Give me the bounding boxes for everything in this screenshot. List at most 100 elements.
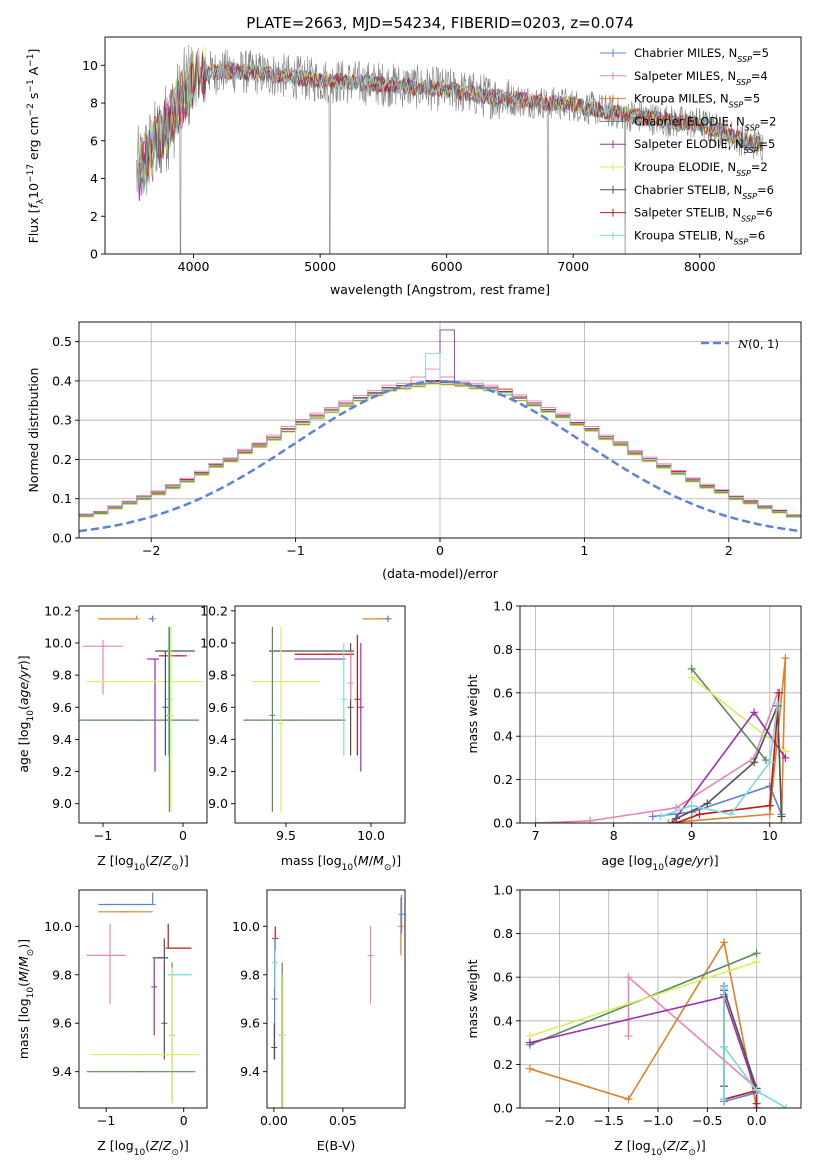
errorbar	[148, 615, 156, 623]
y-tick-label: 0.6	[493, 970, 513, 985]
series-point	[752, 957, 761, 966]
y-tick-label: 10.2	[200, 603, 228, 618]
x-tick-label: −1.5	[594, 1113, 624, 1128]
y-tick-label: 0.2	[52, 452, 72, 467]
chart-massweight-vs-Z: −2.0 −1.5 −1.0 −0.5 0.0 0.0 0.2 0.4 0.6 0.8 1.0 Z […	[465, 883, 802, 1158]
legend-label: Salpeter STELIB, NSSP=6	[634, 206, 773, 224]
series-point	[750, 708, 759, 717]
errorbar	[83, 639, 123, 695]
series-point	[781, 753, 790, 762]
model-spectrum	[137, 50, 764, 192]
y-tick-label: 0.2	[493, 772, 513, 787]
series-point	[687, 816, 696, 823]
legend-label: Chabrier ELODIE, NSSP=2	[634, 114, 776, 131]
series-point	[773, 699, 782, 708]
legend-label: Kroupa ELODIE, NSSP=2	[634, 160, 768, 178]
x-tick-label: 8	[610, 828, 618, 843]
y-tick-label: 0.3	[52, 413, 72, 428]
x-tick-label: −2	[142, 543, 160, 558]
histogram-series	[79, 382, 801, 520]
x-axis-label: (data-model)/error	[382, 566, 499, 581]
x-tick-label: 9.5	[276, 828, 296, 843]
x-tick-label: −1	[97, 1113, 115, 1128]
x-axis-label: Z [log10(Z/Z⊙)]	[614, 1138, 706, 1158]
y-tick-label: 9.4	[240, 1064, 260, 1079]
y-tick-label: 0.4	[52, 373, 72, 388]
x-tick-label: 7	[532, 828, 540, 843]
y-tick-label: 9.0	[52, 796, 72, 811]
y-tick-label: 8	[90, 96, 98, 111]
chart-mass-vs-EBV: 0.00 0.05 9.4 9.6 9.8 10.0 E(B-V)	[232, 889, 406, 1153]
series-line	[691, 668, 767, 761]
y-tick-label: 9.4	[52, 1064, 72, 1079]
histogram-series	[79, 383, 801, 521]
y-tick-label: 9.2	[208, 764, 228, 779]
y-tick-label: 0.8	[493, 926, 513, 941]
y-axis-label: Flux [fλ10−17 erg cm−2 s−1 A−1]	[26, 49, 46, 244]
series-point	[695, 810, 704, 819]
y-tick-label: 0.2	[493, 1057, 513, 1072]
y-tick-label: 10.0	[232, 919, 260, 934]
series-point	[720, 1042, 729, 1051]
series-point	[703, 799, 712, 808]
y-tick-label: 9.6	[52, 1016, 72, 1031]
plot-area	[271, 894, 405, 1108]
y-tick-label: 9.0	[208, 796, 228, 811]
x-tick-label: 2	[725, 543, 733, 558]
series-point	[752, 1086, 761, 1095]
histogram-series	[79, 380, 801, 519]
legend: Chabrier MILES, NSSP=5 Salpeter MILES, NS…	[600, 46, 776, 246]
y-tick-label: 4	[90, 171, 98, 186]
x-tick-label: 0.05	[329, 1113, 357, 1128]
errorbar	[162, 651, 169, 756]
chart-mass-vs-Z: −1 0 9.4 9.6 9.8 10.0 Z [log10(Z/Z⊙)] mass [log…	[16, 889, 208, 1158]
x-tick-label: 10.0	[357, 828, 385, 843]
x-axis-label: mass [log10(M/M⊙)]	[281, 853, 401, 873]
plot-area	[243, 615, 392, 812]
y-tick-label: 9.8	[52, 668, 72, 683]
legend-label: Salpeter MILES, NSSP=4	[634, 69, 768, 87]
plot-area	[79, 615, 203, 812]
series-point	[726, 810, 735, 819]
plot-area	[86, 892, 200, 1104]
y-tick-label: 0.6	[493, 685, 513, 700]
series-line	[529, 940, 758, 1108]
axes-frame	[234, 605, 406, 824]
series-point	[687, 673, 696, 682]
y-tick-label: 0.5	[52, 334, 72, 349]
series-point	[525, 1038, 534, 1047]
y-tick-label: 1.0	[493, 599, 513, 614]
series-point	[720, 938, 729, 947]
series-point	[648, 812, 657, 821]
x-tick-label: 7000	[557, 259, 589, 274]
series-point	[782, 1104, 791, 1108]
series-point	[720, 984, 729, 993]
errorbar	[357, 642, 364, 772]
chart-residuals: −2 −1 0 1 2 0.0 0.1 0.2 0.3 0.4 0.5 (data-model)/er…	[26, 321, 802, 581]
series-point	[624, 973, 633, 982]
series-point	[656, 812, 665, 821]
errorbar	[147, 658, 159, 772]
x-tick-label: 0.0	[747, 1113, 767, 1128]
errorbar	[151, 957, 158, 1036]
errorbar	[367, 926, 374, 1004]
series-line	[668, 658, 787, 823]
series-point	[687, 801, 696, 810]
errorbar	[279, 974, 286, 1108]
series-point	[624, 1095, 633, 1104]
series-point	[668, 819, 677, 823]
chart-massweight-vs-age: 7 8 9 10 0.0 0.2 0.4 0.6 0.8 1.0 age [log10(age/yr…	[465, 599, 802, 873]
x-tick-label: 4000	[178, 259, 210, 274]
y-axis-label: mass [log10(M/M⊙)]	[16, 939, 36, 1059]
histogram-series	[79, 368, 801, 519]
legend-label: Kroupa MILES, NSSP=5	[634, 92, 760, 110]
errorbar	[384, 615, 392, 623]
x-tick-label: −1	[94, 828, 112, 843]
plot-area	[525, 938, 791, 1108]
histogram-series	[79, 381, 801, 520]
errorbar	[269, 626, 276, 812]
axes-frame	[78, 605, 208, 824]
histogram-series	[79, 383, 801, 522]
x-tick-label: 9	[688, 828, 696, 843]
errorbar	[168, 626, 174, 812]
